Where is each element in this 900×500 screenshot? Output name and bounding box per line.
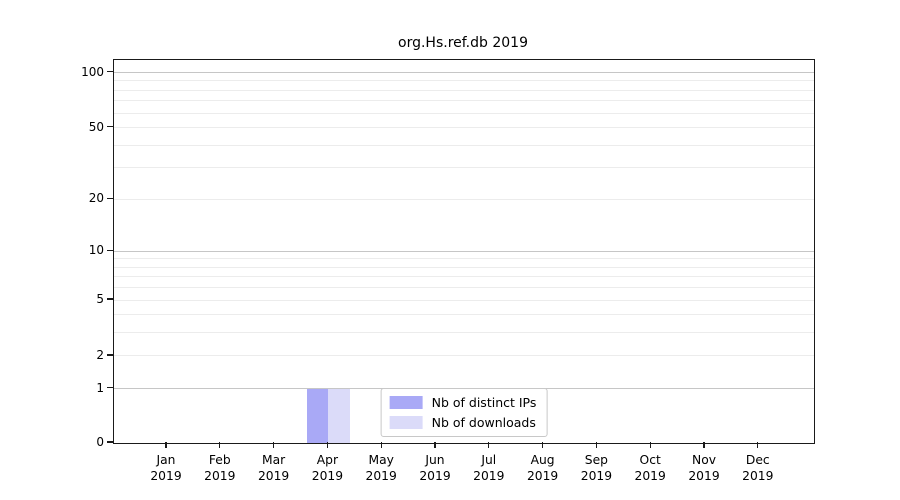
x-tick-label: May 2019 — [365, 453, 397, 483]
x-tick-label: Jun 2019 — [419, 453, 451, 483]
y-gridline-minor — [114, 100, 814, 102]
x-tick-label: Feb 2019 — [204, 453, 236, 483]
bar-downloads — [328, 388, 350, 443]
y-gridline-major — [114, 250, 814, 252]
x-tick-label: Oct 2019 — [634, 453, 666, 483]
y-tick-label: 5 — [96, 292, 104, 307]
x-tick-mark — [542, 442, 544, 448]
x-tick-label: Apr 2019 — [311, 453, 344, 483]
legend-swatch-distinct-ips — [389, 396, 423, 409]
legend-item-downloads: Nb of downloads — [389, 415, 537, 430]
x-tick-mark — [165, 442, 167, 448]
bar-distinct-ips — [306, 388, 329, 443]
x-tick-mark — [703, 442, 705, 448]
y-gridline-minor — [114, 198, 814, 200]
y-gridline-minor — [114, 144, 814, 146]
y-gridline-major — [114, 72, 814, 74]
x-tick-label: Nov 2019 — [688, 453, 720, 483]
legend-item-distinct-ips: Nb of distinct IPs — [389, 395, 537, 410]
x-tick-label: Jul 2019 — [473, 453, 505, 483]
x-tick-mark — [219, 442, 221, 448]
x-tick-label: Aug 2019 — [526, 453, 559, 483]
y-gridline-minor — [114, 266, 814, 268]
y-gridline-minor — [114, 127, 814, 129]
x-tick-label: Mar 2019 — [257, 453, 290, 483]
y-tick-label: 1 — [96, 380, 104, 395]
chart-title: org.Hs.ref.db 2019 — [398, 35, 528, 51]
y-gridline-minor — [114, 355, 814, 357]
y-tick-label: 50 — [88, 119, 104, 134]
y-gridline-minor — [114, 276, 814, 278]
y-tick-mark — [107, 125, 113, 128]
legend-label-downloads: Nb of downloads — [431, 415, 536, 430]
y-tick-mark — [107, 298, 113, 300]
x-tick-mark — [488, 442, 490, 448]
y-gridline-minor — [114, 299, 814, 301]
x-tick-mark — [380, 442, 382, 448]
x-tick-mark — [757, 442, 759, 448]
x-tick-label: Dec 2019 — [742, 453, 774, 483]
y-tick-mark — [107, 197, 113, 199]
y-gridline-minor — [114, 287, 814, 289]
y-gridline-minor — [114, 332, 814, 334]
plot-area: Nb of distinct IPs Nb of downloads — [113, 59, 815, 444]
y-gridline-minor — [114, 80, 814, 82]
y-tick-mark — [107, 70, 113, 73]
x-tick-mark — [434, 442, 436, 448]
y-gridline-minor — [114, 89, 814, 91]
x-tick-mark — [595, 442, 597, 448]
y-tick-label: 10 — [88, 243, 104, 258]
x-tick-mark — [326, 442, 328, 448]
y-gridline-minor — [114, 258, 814, 260]
y-tick-mark — [107, 387, 113, 389]
y-tick-mark — [107, 441, 113, 443]
y-tick-label: 100 — [81, 64, 104, 79]
x-tick-mark — [273, 442, 275, 448]
x-tick-label: Sep 2019 — [580, 453, 613, 483]
y-tick-mark — [107, 249, 113, 251]
y-gridline-minor — [114, 112, 814, 114]
y-tick-label: 0 — [96, 435, 104, 449]
y-gridline-minor — [114, 314, 814, 316]
y-gridline-minor — [114, 167, 814, 169]
legend-swatch-downloads — [389, 416, 423, 429]
y-tick-label: 2 — [96, 347, 104, 362]
legend-label-distinct-ips: Nb of distinct IPs — [431, 395, 537, 410]
x-tick-mark — [649, 442, 651, 448]
y-tick-mark — [107, 354, 113, 356]
x-tick-label: Jan 2019 — [150, 453, 182, 483]
y-tick-label: 20 — [88, 191, 104, 206]
legend: Nb of distinct IPs Nb of downloads — [380, 388, 548, 437]
